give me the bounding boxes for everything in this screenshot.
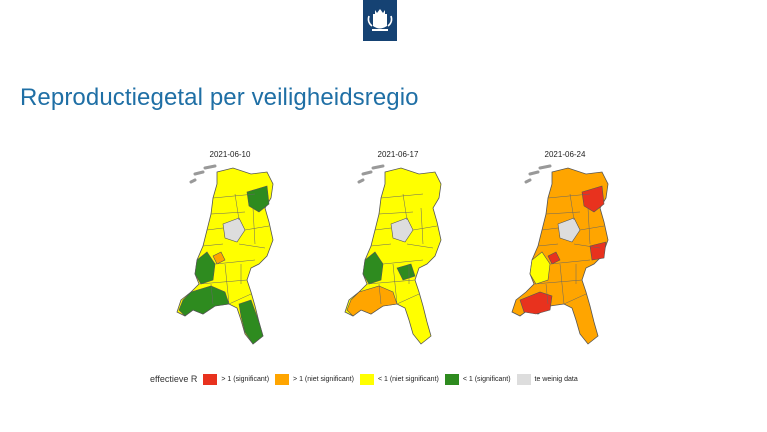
region-border: [396, 293, 420, 305]
region-border: [366, 279, 416, 285]
map-date-label: 2021-06-24: [544, 150, 586, 159]
region-border: [545, 283, 549, 305]
region-border: [374, 227, 392, 231]
region-border: [234, 193, 240, 221]
region-centre-east: [396, 263, 416, 281]
region-border: [210, 211, 246, 215]
legend-label: < 1 (significant): [462, 375, 511, 383]
legend-swatch: [359, 373, 374, 385]
map-panel-2021-06-10: 2021-06-10: [155, 150, 305, 350]
region-border: [587, 207, 591, 245]
region-border: [547, 193, 591, 199]
region-south-west: [346, 285, 398, 317]
map-panel-2021-06-17: 2021-06-17: [323, 150, 473, 350]
region-north-east: [246, 185, 270, 213]
legend-swatch: [444, 373, 459, 385]
government-logo: [363, 0, 397, 41]
region-border: [210, 283, 214, 305]
region-border: [541, 227, 559, 231]
wadden-islands: [524, 164, 552, 184]
legend-item-lt1_sig: < 1 (significant): [444, 373, 511, 385]
legend-item-lt1_nonsig: < 1 (niet significant): [359, 373, 439, 385]
region-border: [382, 259, 424, 265]
region-border: [579, 225, 605, 231]
legend-item-gt1_nonsig: > 1 (niet significant): [275, 373, 354, 385]
coat-of-arms-icon: [367, 9, 393, 31]
region-east: [589, 241, 607, 261]
region-border: [378, 211, 414, 215]
region-border: [549, 259, 591, 265]
region-border: [402, 193, 408, 221]
region-border: [392, 263, 398, 305]
region-border: [198, 279, 248, 285]
region-border: [238, 243, 266, 249]
legend-item-no_data: te weinig data: [516, 373, 578, 385]
map-panel-2021-06-24: 2021-06-24: [490, 150, 640, 350]
region-border: [212, 193, 256, 199]
region-border: [206, 227, 224, 231]
region-centre-small: [547, 251, 561, 265]
legend-swatch: [203, 373, 218, 385]
region-south-west-big: [519, 291, 553, 315]
region-border: [378, 283, 382, 305]
region-border: [244, 225, 270, 231]
wadden-islands: [357, 164, 385, 184]
region-border: [406, 243, 434, 249]
region-border: [569, 193, 575, 221]
region-north-east: [581, 185, 605, 213]
region-border: [420, 207, 424, 245]
legend-label: te weinig data: [534, 375, 578, 383]
map-legend: effectieve R > 1 (significant) > 1 (niet …: [150, 372, 584, 386]
region-border: [573, 243, 601, 249]
region-border: [545, 211, 581, 215]
legend-label: > 1 (significant): [221, 375, 270, 383]
legend-swatch: [275, 373, 290, 385]
region-border: [370, 243, 392, 247]
region-ijsselmeer: [390, 217, 414, 243]
region-border: [228, 293, 252, 305]
legend-swatch: [516, 373, 531, 385]
region-border: [537, 243, 559, 247]
netherlands-map: [344, 164, 442, 345]
region-border: [533, 279, 583, 285]
legend-label: > 1 (niet significant): [293, 375, 354, 383]
region-ijsselmeer: [222, 217, 246, 243]
region-border: [252, 207, 256, 245]
legend-title: effectieve R: [150, 374, 198, 384]
region-border: [380, 193, 424, 199]
region-south: [238, 299, 264, 345]
region-south-west: [178, 285, 230, 317]
wadden-islands: [189, 164, 217, 184]
region-west-coast: [362, 251, 384, 285]
region-border: [563, 293, 587, 305]
legend-item-gt1_sig: > 1 (significant): [203, 373, 270, 385]
page-title: Reproductiegetal per veiligheidsregio: [20, 84, 419, 111]
region-border: [412, 225, 438, 231]
region-west-coast: [194, 251, 216, 285]
region-ijsselmeer: [557, 217, 581, 243]
region-border: [202, 243, 224, 247]
netherlands-map: [511, 164, 609, 345]
netherlands-map: [176, 164, 274, 345]
map-date-label: 2021-06-10: [209, 150, 251, 159]
map-date-label: 2021-06-17: [377, 150, 419, 159]
region-border: [559, 263, 565, 305]
legend-label: < 1 (niet significant): [377, 375, 439, 383]
map-land: [344, 167, 442, 345]
region-border: [214, 259, 256, 265]
region-centre-small: [212, 251, 226, 265]
region-border: [224, 263, 230, 305]
region-west-coast: [529, 251, 551, 285]
